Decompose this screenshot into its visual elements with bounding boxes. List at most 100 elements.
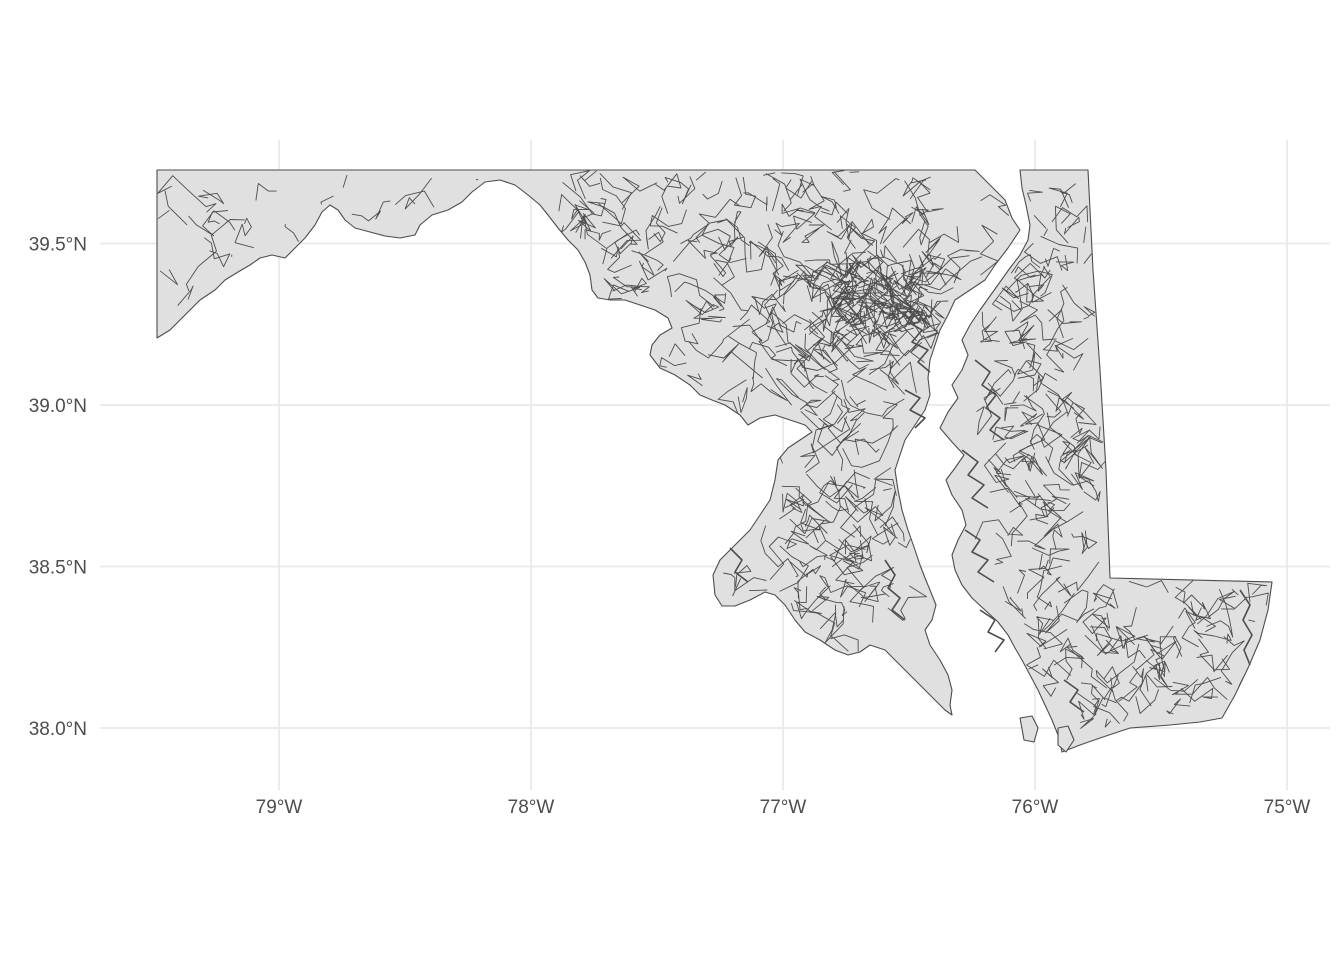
tract-border — [630, 286, 638, 297]
tract-border — [203, 237, 231, 268]
tract-border — [834, 317, 851, 342]
tract-border — [980, 311, 999, 343]
tract-border — [846, 554, 873, 587]
tract-border — [895, 300, 949, 319]
tract-border — [833, 548, 855, 585]
tract-border — [718, 236, 747, 263]
tract-border — [1033, 576, 1072, 612]
tract-border — [1009, 504, 1028, 547]
tract-border — [1081, 530, 1088, 555]
tract-border — [797, 275, 821, 303]
tract-border — [621, 176, 658, 204]
tract-border — [989, 487, 1021, 508]
tract-border — [911, 206, 930, 226]
tract-border — [848, 262, 882, 309]
tract-border — [584, 229, 612, 241]
tract-border — [1135, 648, 1165, 671]
tract-border — [864, 581, 881, 603]
tract-border — [1193, 629, 1232, 644]
tract-border — [733, 565, 752, 587]
tract-border — [916, 310, 930, 334]
tract-border — [1042, 343, 1064, 359]
tract-border — [804, 333, 840, 382]
tract-border — [980, 194, 1010, 216]
tract-border — [601, 246, 632, 273]
tract-border — [672, 228, 731, 262]
tract-border — [824, 375, 851, 424]
tract-border — [882, 212, 914, 244]
tract-border — [693, 300, 714, 319]
tract-border — [664, 176, 692, 205]
tract-border — [1060, 437, 1090, 463]
tract-border — [1219, 595, 1236, 609]
tract-border — [824, 272, 852, 350]
tract-border — [799, 540, 828, 568]
tract-border — [1062, 440, 1078, 470]
tract-border — [1023, 372, 1058, 402]
tract-border — [1070, 472, 1095, 491]
tract-border — [598, 177, 626, 225]
tract-border — [868, 315, 912, 375]
tract-border — [1063, 589, 1089, 624]
x-tick-label: 77°W — [760, 797, 807, 818]
tract-border — [1038, 553, 1070, 576]
tract-border — [889, 284, 906, 311]
tract-border — [874, 491, 896, 527]
tract-border — [863, 178, 900, 220]
census-tract-borders — [157, 170, 1269, 729]
tract-border — [1027, 189, 1043, 202]
tract-border — [915, 302, 931, 326]
tract-border — [829, 544, 870, 560]
coastline-detail — [729, 299, 1253, 713]
tract-border — [688, 318, 750, 359]
tract-border — [843, 276, 883, 335]
tract-border — [680, 308, 702, 345]
tract-border — [921, 251, 970, 271]
tract-border — [1118, 671, 1138, 703]
tract-border — [579, 200, 595, 239]
tract-border — [587, 201, 638, 245]
tract-border — [1082, 588, 1115, 635]
tract-border — [1021, 453, 1048, 477]
tract-border — [1079, 713, 1097, 729]
tract-border — [846, 310, 867, 347]
tract-border — [1047, 390, 1073, 412]
tract-border — [1048, 187, 1070, 208]
tract-border — [861, 218, 890, 267]
tract-border — [819, 575, 867, 608]
tract-border — [847, 304, 870, 326]
tract-border — [831, 241, 843, 278]
tract-border — [695, 171, 706, 181]
tract-border — [995, 452, 1036, 472]
tract-border — [976, 387, 1001, 436]
tract-border — [819, 307, 867, 322]
tract-border — [897, 538, 911, 549]
tract-border — [725, 218, 750, 247]
tract-border — [843, 422, 880, 453]
tract-border — [1104, 686, 1129, 722]
tract-border — [677, 176, 696, 204]
tract-border — [838, 539, 873, 562]
x-tick-label: 75°W — [1264, 797, 1311, 818]
tract-border — [844, 239, 864, 279]
tract-border — [889, 333, 921, 357]
tract-border — [795, 264, 823, 279]
tract-border — [793, 587, 808, 611]
y-tick-label: 39.5°N — [29, 235, 87, 256]
tract-border — [1057, 561, 1100, 593]
tract-border — [608, 284, 630, 300]
tract-border — [1063, 435, 1092, 479]
tract-border — [185, 219, 245, 292]
tract-border — [1044, 247, 1060, 267]
tract-border — [653, 207, 666, 243]
tract-border — [1006, 270, 1053, 297]
tract-border — [798, 347, 815, 362]
tract-border — [1051, 495, 1070, 505]
tract-border — [1012, 321, 1029, 341]
tract-border — [1123, 638, 1146, 659]
tract-border — [1071, 532, 1098, 550]
tract-border — [1026, 559, 1049, 600]
tract-border — [1037, 493, 1055, 517]
tract-border — [395, 190, 435, 208]
tract-border — [882, 523, 898, 546]
